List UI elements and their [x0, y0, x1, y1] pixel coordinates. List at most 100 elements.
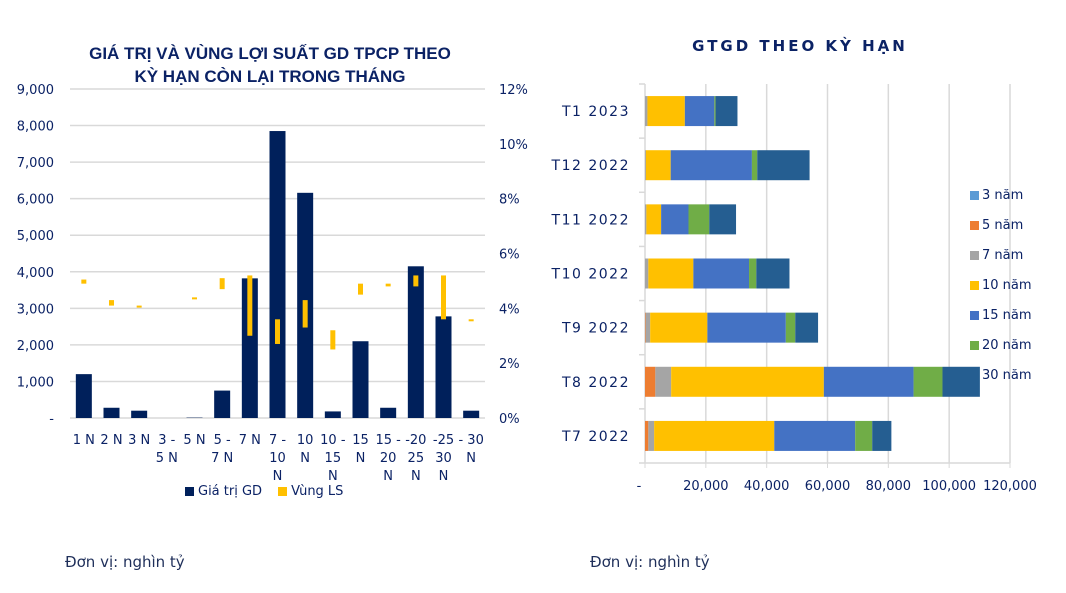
right-y-tick-label: 2%	[499, 357, 520, 372]
x-tick-label: 25	[408, 451, 425, 466]
y-category-label: T10 2022	[551, 267, 630, 283]
right-y-tick-label: 8%	[499, 193, 520, 208]
left-chart-title: GIÁ TRỊ VÀ VÙNG LỢI SUẤT GD TPCP THEO KỲ…	[40, 42, 500, 88]
right-y-tick-label: 12%	[499, 83, 528, 98]
bar-segment-30-năm	[795, 312, 819, 343]
x-tick-label: 15	[352, 433, 369, 448]
x-tick-label: 100,000	[922, 479, 976, 494]
left-chart-title-line-1: GIÁ TRỊ VÀ VÙNG LỢI SUẤT GD TPCP THEO	[89, 44, 451, 63]
right-chart-legend: 3 năm 5 năm 7 năm 10 năm 15 năm 20 năm 30 năm	[970, 180, 1032, 390]
bar-segment-15-năm	[684, 96, 715, 127]
x-tick-label: 120,000	[983, 479, 1037, 494]
bar-gia-tri-gd	[435, 316, 452, 418]
bar-segment-15-năm	[670, 150, 752, 181]
bar-segment-20-năm	[855, 420, 873, 451]
left-y-tick-label: 1,000	[17, 375, 54, 390]
legend-item: 15 năm	[970, 300, 1032, 330]
x-tick-label: 7 N	[239, 433, 261, 448]
right-y-tick-label: 10%	[499, 138, 528, 153]
y-category-label: T9 2022	[561, 321, 630, 337]
x-tick-label: N	[383, 469, 393, 480]
x-tick-label: N	[356, 451, 366, 466]
left-y-tick-label: -	[49, 412, 54, 427]
x-tick-label: N	[300, 451, 310, 466]
range-vung-ls	[275, 319, 280, 344]
right-chart: - 20,000 40,000 60,000 80,000 100,000 120,000 T…	[551, 83, 1037, 494]
x-tick-label: 30	[435, 451, 452, 466]
legend-swatch	[970, 310, 979, 320]
x-tick-label: 60,000	[805, 479, 851, 494]
legend-label: 5 năm	[982, 217, 1024, 233]
legend-swatch	[970, 340, 979, 350]
legend-swatch	[970, 280, 979, 290]
bar-segment-30-năm	[756, 258, 790, 289]
x-tick-label: 10 -	[320, 433, 346, 448]
range-vung-ls	[192, 297, 197, 300]
bar-segment-5-năm	[645, 420, 649, 451]
x-tick-label: - 30	[458, 433, 483, 448]
legend-swatch-gia-tri-gd	[185, 487, 194, 496]
x-tick-label: N	[466, 451, 476, 466]
left-y-tick-label: 4,000	[17, 266, 54, 281]
x-tick-label: 7 N	[211, 451, 233, 466]
bar-segment-7-năm	[645, 204, 647, 235]
range-vung-ls	[385, 283, 391, 287]
legend-label: 3 năm	[982, 187, 1024, 203]
range-vung-ls	[358, 283, 363, 295]
left-y-tick-label: 2,000	[17, 339, 54, 354]
bar-gia-tri-gd	[269, 131, 286, 419]
legend-item: 30 năm	[970, 360, 1032, 390]
right-y-tick-label: 6%	[499, 248, 520, 263]
legend-item-vung-ls: Vùng LS	[278, 484, 343, 499]
bar-gia-tri-gd	[103, 407, 120, 418]
x-tick-label: 5 N	[156, 451, 178, 466]
bar-gia-tri-gd	[407, 266, 424, 418]
x-tick-label: N	[273, 469, 283, 480]
bar-gia-tri-gd	[214, 390, 231, 418]
right-chart-title: GTGD THEO KỲ HẠN	[692, 37, 908, 55]
bar-segment-20-năm	[913, 366, 943, 397]
bar-segment-5-năm	[645, 366, 656, 397]
x-tick-label: -25	[433, 433, 454, 448]
bar-segment-20-năm	[751, 150, 758, 181]
bar-segment-5-năm	[645, 312, 646, 343]
x-tick-label: 3 -	[158, 433, 175, 448]
x-tick-label: -	[637, 479, 642, 494]
left-y-tick-label: 7,000	[17, 156, 54, 171]
x-tick-label: N	[439, 469, 449, 480]
x-tick-label: 15	[325, 451, 342, 466]
range-vung-ls	[413, 275, 419, 287]
bar-gia-tri-gd	[324, 411, 341, 418]
bar-segment-15-năm	[823, 366, 914, 397]
bar-segment-30-năm	[872, 420, 892, 451]
bar-segment-10-năm	[648, 258, 694, 289]
legend-label: 20 năm	[982, 337, 1032, 353]
legend-item-gia-tri-gd: Giá trị GD	[185, 484, 262, 499]
left-y-tick-label: 6,000	[17, 193, 54, 208]
bar-segment-7-năm	[648, 420, 655, 451]
x-tick-label: 10	[269, 451, 286, 466]
bar-segment-30-năm	[757, 150, 810, 181]
bar-segment-7-năm	[645, 258, 649, 289]
bar-segment-10-năm	[671, 366, 824, 397]
bar-segment-30-năm	[709, 204, 737, 235]
x-tick-label: 40,000	[744, 479, 790, 494]
legend-item: 20 năm	[970, 330, 1032, 360]
bar-segment-20-năm	[714, 96, 716, 127]
bar-segment-20-năm	[749, 258, 757, 289]
bar-gia-tri-gd	[352, 341, 369, 418]
left-y-tick-label: 8,000	[17, 120, 54, 135]
bar-segment-10-năm	[647, 96, 685, 127]
x-tick-label: 5 -	[214, 433, 231, 448]
x-tick-label: 5 N	[183, 433, 205, 448]
right-unit-note: Đơn vị: nghìn tỷ	[590, 553, 710, 571]
left-chart-title-line-2: KỲ HẠN CÒN LẠI TRONG THÁNG	[134, 67, 406, 86]
x-tick-label: 2 N	[100, 433, 122, 448]
legend-label-gia-tri-gd: Giá trị GD	[198, 484, 263, 499]
x-tick-label: 20,000	[683, 479, 729, 494]
y-category-label: T7 2022	[561, 429, 630, 445]
x-tick-label: 7 -	[269, 433, 286, 448]
bar-segment-7-năm	[645, 312, 651, 343]
legend-label: 7 năm	[982, 247, 1024, 263]
y-category-label: T11 2022	[551, 212, 630, 228]
